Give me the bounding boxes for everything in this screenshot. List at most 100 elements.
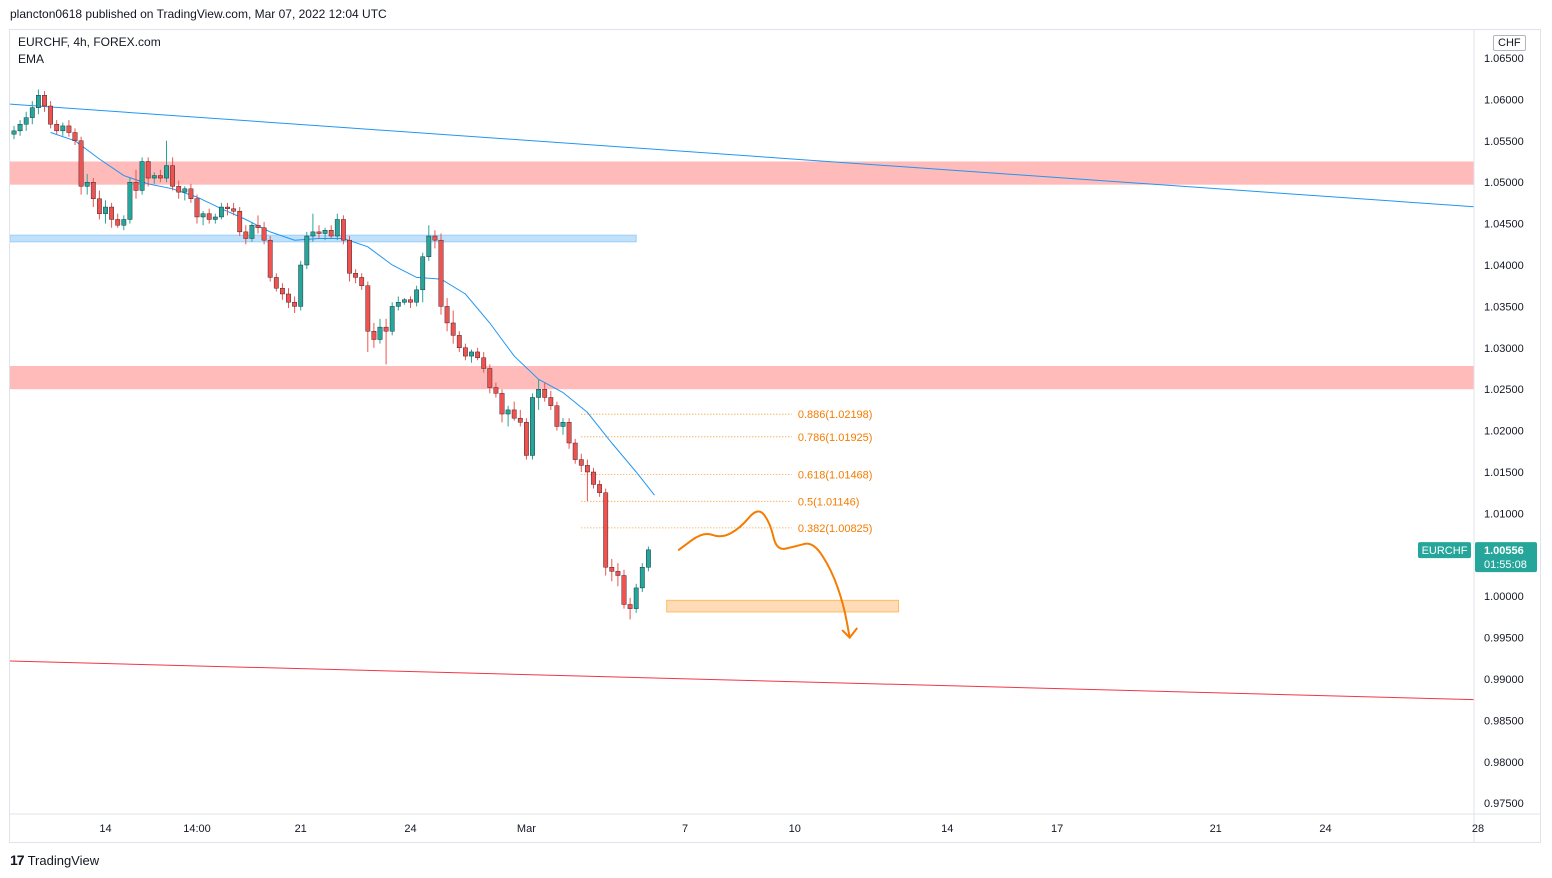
candle-body bbox=[322, 230, 328, 234]
candle-body bbox=[145, 161, 151, 179]
candle bbox=[414, 285, 419, 307]
last-price-tag: 1.00556 01:55:08 bbox=[1475, 542, 1537, 573]
candle bbox=[151, 172, 157, 184]
candle-body bbox=[353, 273, 358, 278]
symbol-tag-bg bbox=[1418, 542, 1471, 559]
tradingview-footer[interactable]: 17 TradingView bbox=[10, 852, 99, 868]
candle-body bbox=[78, 140, 84, 187]
currency-badge[interactable]: CHF bbox=[1493, 35, 1526, 51]
candle bbox=[115, 213, 121, 228]
indicator-legend[interactable]: EMA bbox=[18, 52, 45, 66]
fib-level-label: 0.786(1.01925) bbox=[798, 432, 873, 444]
candle-body bbox=[29, 107, 35, 118]
candle bbox=[109, 202, 115, 228]
candle bbox=[23, 111, 29, 131]
tradingview-logo-icon: 17 bbox=[10, 852, 25, 868]
candle bbox=[383, 318, 389, 365]
candle bbox=[328, 225, 334, 239]
candle bbox=[493, 382, 499, 398]
candle bbox=[475, 347, 480, 361]
time-tick-label: Mar bbox=[517, 823, 536, 835]
candle bbox=[389, 302, 395, 336]
candle bbox=[536, 379, 542, 410]
candle bbox=[347, 236, 352, 282]
symbol-tag-label: EURCHF bbox=[1422, 545, 1468, 557]
candle-body bbox=[578, 459, 584, 466]
candle bbox=[511, 401, 517, 421]
candle-body bbox=[432, 235, 438, 241]
candle bbox=[438, 233, 444, 315]
candle-body bbox=[72, 132, 78, 142]
candle-body bbox=[530, 397, 535, 456]
candle bbox=[164, 140, 169, 183]
candle-body bbox=[493, 387, 499, 394]
candle bbox=[11, 125, 17, 140]
candle bbox=[157, 169, 163, 183]
candle-body bbox=[609, 567, 615, 572]
candle bbox=[585, 459, 590, 501]
candle-body bbox=[273, 277, 279, 289]
candle bbox=[54, 120, 60, 135]
candle-body bbox=[524, 422, 529, 456]
candle bbox=[96, 190, 102, 220]
descending-red-trendline bbox=[10, 660, 1474, 701]
candle bbox=[542, 382, 548, 402]
fib-level-label: 0.382(1.00825) bbox=[798, 523, 873, 535]
candle-body bbox=[572, 442, 578, 460]
candle-body bbox=[395, 302, 401, 307]
price-tick-label: 1.05500 bbox=[1484, 136, 1524, 148]
candle-body bbox=[450, 322, 456, 336]
candle bbox=[127, 178, 133, 224]
candle bbox=[554, 401, 560, 431]
price-tick-label: 1.01000 bbox=[1484, 508, 1524, 520]
descending-blue-trendline bbox=[10, 103, 1474, 208]
symbol-legend[interactable]: EURCHF, 4h, FOREX.com bbox=[18, 35, 161, 49]
candle-body bbox=[261, 227, 267, 241]
candle bbox=[621, 569, 627, 609]
published-byline: plancton0618 published on TradingView.co… bbox=[10, 7, 387, 21]
candle bbox=[273, 273, 279, 292]
candle-body bbox=[377, 326, 383, 340]
candle-body bbox=[11, 130, 17, 135]
resistance-zone-lower bbox=[10, 366, 1474, 390]
candle bbox=[371, 322, 377, 348]
candle-body bbox=[225, 206, 230, 209]
price-tick-label: 1.03500 bbox=[1484, 301, 1524, 313]
candle-body bbox=[42, 95, 47, 107]
candle bbox=[316, 225, 322, 239]
time-tick-label: 7 bbox=[682, 823, 688, 835]
candle-body bbox=[115, 219, 121, 226]
candle-body bbox=[60, 125, 66, 132]
chart-frame bbox=[9, 29, 1541, 843]
candle bbox=[609, 558, 615, 582]
price-tick-label: 0.99000 bbox=[1484, 674, 1524, 686]
candle bbox=[133, 169, 139, 199]
candle-body bbox=[517, 417, 523, 423]
candle-body bbox=[511, 409, 517, 419]
candle bbox=[365, 281, 371, 352]
candle-body bbox=[597, 484, 603, 493]
candle-body bbox=[84, 181, 90, 187]
price-tick-label: 1.05000 bbox=[1484, 177, 1524, 189]
candle-body bbox=[566, 422, 572, 444]
candle bbox=[145, 157, 151, 187]
candle bbox=[591, 467, 596, 489]
candle-body bbox=[139, 161, 145, 191]
candle-body bbox=[292, 302, 297, 307]
candle-body bbox=[359, 277, 365, 286]
candle-body bbox=[200, 213, 206, 218]
candle-body bbox=[36, 95, 41, 108]
candle bbox=[72, 128, 78, 145]
candle bbox=[377, 318, 383, 344]
candle bbox=[225, 202, 230, 216]
candle-body bbox=[170, 165, 175, 187]
candle bbox=[170, 157, 175, 191]
candle-body bbox=[96, 198, 102, 214]
price-tick-label: 0.98000 bbox=[1484, 757, 1524, 769]
candle-body bbox=[560, 422, 566, 427]
candle bbox=[90, 178, 96, 208]
time-tick-label: 10 bbox=[789, 823, 801, 835]
candle-body bbox=[188, 188, 194, 199]
candle-body bbox=[243, 231, 249, 239]
